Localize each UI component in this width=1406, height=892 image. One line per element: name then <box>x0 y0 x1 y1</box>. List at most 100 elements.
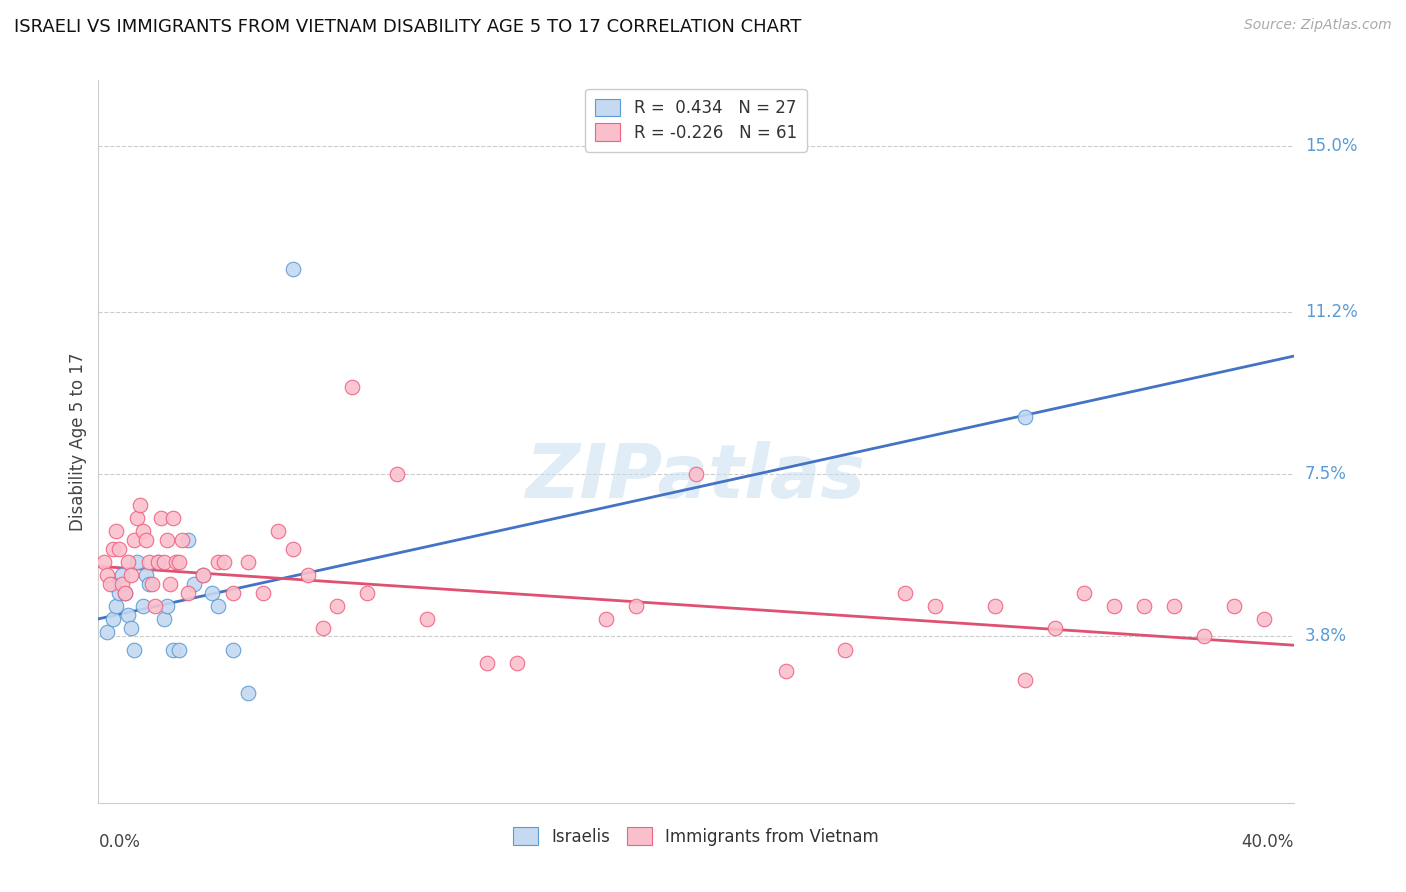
Point <box>114 585 136 599</box>
Point <box>1014 673 1036 688</box>
Point <box>385 467 409 482</box>
Point <box>177 585 200 599</box>
Point <box>685 467 707 482</box>
Point <box>143 599 166 613</box>
Text: 0.0%: 0.0% <box>98 833 141 851</box>
Point <box>924 599 946 613</box>
Point <box>167 642 190 657</box>
Point <box>416 612 439 626</box>
Point <box>138 577 160 591</box>
Point <box>1192 629 1215 643</box>
Point <box>172 533 194 547</box>
Point <box>129 498 152 512</box>
Point <box>103 577 125 591</box>
Point <box>162 642 184 657</box>
Point <box>156 533 179 547</box>
Point <box>120 621 142 635</box>
Point <box>281 541 304 556</box>
Point <box>626 599 648 613</box>
Point <box>252 585 274 599</box>
Text: Source: ZipAtlas.com: Source: ZipAtlas.com <box>1244 18 1392 32</box>
Point <box>111 577 134 591</box>
Point <box>108 585 131 599</box>
Point <box>1104 599 1126 613</box>
Point <box>108 541 131 556</box>
Point <box>342 380 364 394</box>
Point <box>138 555 160 569</box>
Point <box>236 686 259 700</box>
Point <box>141 577 163 591</box>
Point <box>177 533 200 547</box>
Point <box>103 612 125 626</box>
Point <box>124 642 146 657</box>
Point <box>114 585 136 599</box>
Point <box>326 599 349 613</box>
Text: 3.8%: 3.8% <box>1305 627 1347 646</box>
Point <box>98 577 122 591</box>
Point <box>267 524 290 539</box>
Legend: Israelis, Immigrants from Vietnam: Israelis, Immigrants from Vietnam <box>506 821 886 852</box>
Point <box>135 568 157 582</box>
Text: 40.0%: 40.0% <box>1241 833 1294 851</box>
Point <box>356 585 378 599</box>
Point <box>212 555 235 569</box>
Point <box>103 541 125 556</box>
Text: 7.5%: 7.5% <box>1305 466 1347 483</box>
Point <box>93 555 115 569</box>
Text: 15.0%: 15.0% <box>1305 137 1357 155</box>
Point <box>984 599 1007 613</box>
Point <box>96 568 118 582</box>
Point <box>311 621 333 635</box>
Y-axis label: Disability Age 5 to 17: Disability Age 5 to 17 <box>69 352 87 531</box>
Point <box>207 599 229 613</box>
Point <box>191 568 214 582</box>
Text: ISRAELI VS IMMIGRANTS FROM VIETNAM DISABILITY AGE 5 TO 17 CORRELATION CHART: ISRAELI VS IMMIGRANTS FROM VIETNAM DISAB… <box>14 18 801 36</box>
Point <box>506 656 529 670</box>
Point <box>159 577 181 591</box>
Text: ZIPatlas: ZIPatlas <box>526 442 866 514</box>
Point <box>1223 599 1246 613</box>
Point <box>236 555 259 569</box>
Point <box>132 599 155 613</box>
Point <box>201 585 224 599</box>
Point <box>191 568 214 582</box>
Point <box>167 555 190 569</box>
Point <box>281 261 304 276</box>
Point <box>132 524 155 539</box>
Point <box>135 533 157 547</box>
Point <box>105 599 128 613</box>
Point <box>1043 621 1066 635</box>
Point <box>162 511 184 525</box>
Point <box>207 555 229 569</box>
Point <box>1163 599 1185 613</box>
Point <box>150 511 173 525</box>
Point <box>120 568 142 582</box>
Point <box>156 599 179 613</box>
Point <box>105 524 128 539</box>
Point <box>127 511 149 525</box>
Point <box>153 555 176 569</box>
Point <box>475 656 498 670</box>
Point <box>222 642 245 657</box>
Point <box>117 607 139 622</box>
Point <box>1014 410 1036 425</box>
Point <box>165 555 187 569</box>
Point <box>127 555 149 569</box>
Point <box>117 555 139 569</box>
Point <box>894 585 917 599</box>
Point <box>1133 599 1156 613</box>
Point <box>222 585 245 599</box>
Point <box>148 555 170 569</box>
Text: 11.2%: 11.2% <box>1305 303 1357 321</box>
Point <box>96 625 118 640</box>
Point <box>1073 585 1095 599</box>
Point <box>834 642 856 657</box>
Point <box>153 612 176 626</box>
Point <box>124 533 146 547</box>
Point <box>595 612 617 626</box>
Point <box>775 665 797 679</box>
Point <box>111 568 134 582</box>
Point <box>148 555 170 569</box>
Point <box>1253 612 1275 626</box>
Point <box>183 577 205 591</box>
